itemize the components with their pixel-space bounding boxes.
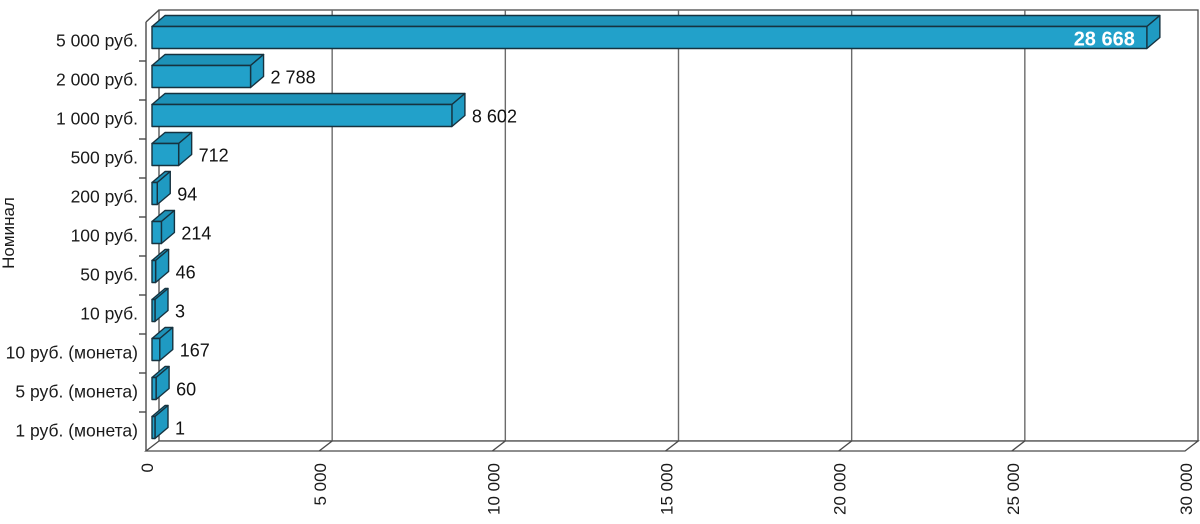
category-label: 100 руб. bbox=[71, 226, 138, 246]
bar-front-face bbox=[151, 298, 156, 323]
y-axis-title: Номинал bbox=[0, 197, 18, 269]
floor-tick bbox=[491, 440, 506, 452]
value-label: 2 788 bbox=[271, 68, 316, 88]
bar bbox=[151, 287, 169, 323]
category-label: 1 000 руб. bbox=[56, 109, 138, 129]
x-tick-label: 20 000 bbox=[831, 463, 850, 515]
bar bbox=[151, 170, 171, 206]
x-tick-label: 30 000 bbox=[1177, 463, 1196, 515]
bar-front-face bbox=[151, 376, 157, 401]
x-tick-label: 5 000 bbox=[311, 463, 330, 506]
chart-walls bbox=[139, 9, 1200, 452]
bar bbox=[151, 365, 170, 401]
bar bbox=[151, 14, 1161, 50]
category-label: 1 руб. (монета) bbox=[15, 421, 138, 441]
category-label: 2 000 руб. bbox=[56, 70, 138, 90]
category-label: 5 000 руб. bbox=[56, 31, 138, 51]
bar bbox=[151, 92, 466, 128]
gridlines bbox=[331, 10, 1026, 441]
x-tick-label: 25 000 bbox=[1004, 463, 1023, 515]
value-label-inside: 28 668 bbox=[1074, 29, 1135, 51]
category-label: 500 руб. bbox=[71, 148, 138, 168]
bar-front-face bbox=[151, 259, 157, 284]
value-label: 1 bbox=[175, 419, 185, 439]
bar-front-face bbox=[151, 103, 453, 128]
value-label: 46 bbox=[176, 263, 196, 283]
bar-top-face bbox=[151, 14, 1161, 28]
bar bbox=[151, 53, 265, 89]
bar bbox=[151, 404, 169, 440]
value-label: 8 602 bbox=[472, 107, 517, 127]
bar-front-face bbox=[151, 220, 163, 245]
bar-series bbox=[151, 14, 1161, 440]
category-label: 200 руб. bbox=[71, 187, 138, 207]
x-tick-label: 15 000 bbox=[658, 463, 677, 515]
bar-front-face bbox=[151, 64, 252, 89]
bar bbox=[151, 209, 176, 245]
value-label: 712 bbox=[199, 146, 229, 166]
category-label: 10 руб. bbox=[80, 304, 138, 324]
category-labels: 5 000 руб. 2 000 руб. 1 000 руб. 500 руб. 20… bbox=[6, 31, 138, 441]
category-label: 10 руб. (монета) bbox=[6, 343, 138, 363]
bar-front-face bbox=[151, 181, 158, 206]
x-tick-label: 0 bbox=[138, 463, 157, 472]
bar-front-face bbox=[151, 415, 156, 440]
floor-tick-marks bbox=[318, 440, 1026, 452]
bar-front-face bbox=[151, 337, 161, 362]
value-label: 167 bbox=[180, 341, 210, 361]
value-label: 94 bbox=[177, 185, 197, 205]
category-label: 50 руб. bbox=[80, 265, 138, 285]
x-tick-label: 10 000 bbox=[484, 463, 503, 515]
bar-top-face bbox=[151, 92, 466, 106]
value-label: 3 bbox=[175, 302, 185, 322]
category-axis bbox=[145, 9, 160, 451]
floor-tick bbox=[838, 440, 853, 452]
floor-tick bbox=[1011, 440, 1026, 452]
floor-tick bbox=[318, 440, 333, 452]
category-label: 5 руб. (монета) bbox=[15, 382, 138, 402]
bar-front-face bbox=[151, 142, 180, 167]
bar-front-face bbox=[151, 25, 1148, 50]
bar bbox=[151, 326, 174, 362]
x-axis-tick-labels: 0 5 000 10 000 15 000 20 000 25 000 30 000 bbox=[138, 463, 1196, 515]
value-label: 60 bbox=[176, 380, 196, 400]
category-axis-ticks bbox=[139, 60, 146, 413]
value-label: 214 bbox=[181, 224, 211, 244]
bar bbox=[151, 131, 193, 167]
floor-tick bbox=[665, 440, 679, 452]
bar-top-face bbox=[151, 53, 265, 67]
bar bbox=[151, 248, 170, 284]
